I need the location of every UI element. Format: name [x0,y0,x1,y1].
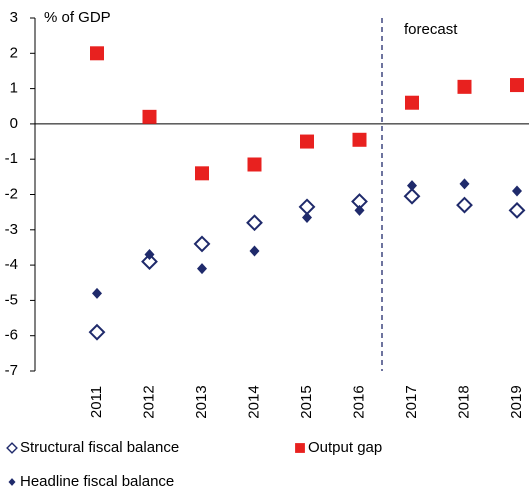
x-tick-label: 2012 [140,385,157,418]
point [142,109,157,124]
x-tick-label: 2017 [403,385,420,418]
point [92,287,102,299]
point [512,185,522,197]
point [88,323,106,341]
point [144,249,155,261]
point [457,79,472,94]
point [197,263,207,275]
point [354,204,365,216]
point [90,46,104,61]
legend-marker [295,443,305,453]
y-tick-label: 3 [10,9,18,26]
y-tick-label: -4 [5,256,18,273]
point [141,253,158,270]
point [508,201,526,219]
legend-marker [8,478,16,486]
point [195,166,209,181]
point [193,235,211,253]
x-tick-label: 2016 [350,385,367,418]
forecast-annotation: forecast [404,21,458,38]
y-axis-label: % of GDP [44,9,111,26]
point [302,211,312,223]
legend-label: Headline fiscal balance [20,473,174,490]
x-tick-label: 2013 [193,385,210,418]
x-tick-label: 2018 [455,385,472,418]
x-tick-label: 2019 [508,385,525,418]
y-tick-label: -6 [5,327,18,344]
y-tick-label: 2 [10,44,18,61]
x-tick-label: 2015 [298,385,315,418]
point [352,132,367,147]
y-tick-label: -3 [5,221,18,238]
y-tick-label: 1 [10,80,18,97]
y-tick-label: 0 [10,115,18,132]
point [403,187,421,205]
point [459,178,470,190]
point [405,95,419,110]
legend-label: Output gap [308,439,382,456]
point [456,196,473,214]
point [249,245,260,257]
y-tick-label: -5 [5,291,18,308]
point [300,134,314,149]
point [298,198,316,216]
point [247,157,262,172]
legend-marker [6,442,18,454]
y-tick-label: -1 [5,150,18,167]
point [246,214,263,232]
x-tick-label: 2011 [88,386,105,418]
point [407,180,417,192]
point [510,78,524,93]
x-tick-label: 2014 [245,385,262,418]
y-tick-label: -7 [5,362,18,379]
y-tick-label: -2 [5,185,18,202]
legend-label: Structural fiscal balance [20,439,179,456]
